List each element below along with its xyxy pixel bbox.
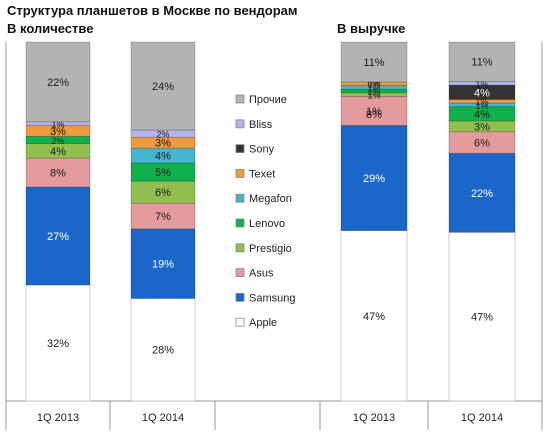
data-label: 22% bbox=[471, 188, 493, 200]
data-label: 1% bbox=[475, 79, 488, 89]
legend-label: Megafon bbox=[249, 193, 292, 205]
data-label: 22% bbox=[47, 77, 69, 89]
bar-segment-samsung bbox=[448, 152, 516, 233]
category-label: 1Q 2014 bbox=[142, 412, 184, 424]
right-chart-subtitle: В выручке bbox=[337, 21, 406, 36]
data-label: 47% bbox=[471, 312, 493, 324]
bar-segment-apple bbox=[448, 231, 516, 402]
data-label: 28% bbox=[152, 345, 174, 357]
bar-segment-прочие bbox=[340, 41, 408, 83]
category-label: 1Q 2013 bbox=[353, 412, 395, 424]
bar-segment-samsung bbox=[25, 186, 91, 286]
bar-segment-apple bbox=[130, 298, 196, 402]
data-label: 2% bbox=[51, 136, 64, 146]
bar-segment-прочие bbox=[25, 41, 91, 123]
data-label: 4% bbox=[474, 87, 490, 99]
bar-segment-prestigio bbox=[25, 143, 91, 159]
legend-swatch-samsung bbox=[235, 292, 245, 302]
data-label: 1% bbox=[366, 106, 382, 118]
data-label: 3% bbox=[474, 121, 490, 133]
bar-segment-prestigio bbox=[340, 92, 408, 97]
legend-swatch-прочие bbox=[235, 94, 245, 104]
data-label: 19% bbox=[152, 259, 174, 271]
legend-swatch-lenovo bbox=[235, 218, 245, 228]
legend-label: Apple bbox=[249, 317, 277, 329]
data-label: 0% bbox=[367, 78, 380, 88]
data-label: 27% bbox=[47, 231, 69, 243]
left-chart-subtitle: В количестве bbox=[7, 21, 94, 36]
data-label: 11% bbox=[363, 57, 384, 69]
legend-swatch-prestigio bbox=[235, 243, 245, 253]
legend-swatch-apple bbox=[235, 317, 245, 327]
data-label: 1% bbox=[367, 87, 380, 97]
data-label: 4% bbox=[50, 146, 66, 158]
data-label: 5% bbox=[155, 167, 171, 179]
data-label: 1% bbox=[51, 120, 64, 130]
legend-label: Samsung bbox=[249, 292, 295, 304]
data-label: 8% bbox=[50, 168, 66, 180]
bar-segment-прочие bbox=[448, 41, 516, 82]
data-label: 6% bbox=[474, 138, 490, 150]
data-label: 32% bbox=[47, 338, 69, 350]
data-label: 1% bbox=[367, 83, 380, 93]
category-label: 1Q 2014 bbox=[461, 412, 503, 424]
data-label: 29% bbox=[363, 173, 385, 185]
legend-swatch-texet bbox=[235, 168, 245, 178]
data-label: 1% bbox=[475, 97, 488, 107]
category-label: 1Q 2013 bbox=[37, 412, 79, 424]
bar-segment-прочие bbox=[130, 41, 196, 131]
data-label: 1% bbox=[367, 91, 380, 101]
legend-label: Прочие bbox=[249, 94, 287, 106]
legend-swatch-bliss bbox=[235, 119, 245, 129]
data-label: 24% bbox=[152, 81, 174, 93]
bar-segment-sony bbox=[448, 84, 516, 100]
legend-label: Bliss bbox=[249, 119, 273, 131]
data-label: 47% bbox=[363, 311, 385, 323]
legend-swatch-megafon bbox=[235, 193, 245, 203]
legend-swatch-asus bbox=[235, 268, 245, 278]
legend-label: Texet bbox=[249, 168, 275, 180]
bar-segment-apple bbox=[25, 284, 91, 402]
bar-segment-samsung bbox=[340, 125, 408, 231]
legend-label: Lenovo bbox=[249, 218, 285, 230]
bar-segment-samsung bbox=[130, 228, 196, 299]
legend-label: Prestigio bbox=[249, 243, 292, 255]
legend-label: Sony bbox=[249, 144, 275, 156]
data-label: 1% bbox=[367, 80, 380, 90]
data-label: 4% bbox=[474, 109, 490, 121]
data-label: 4% bbox=[155, 151, 171, 163]
data-label: 3% bbox=[155, 138, 171, 150]
data-label: 2% bbox=[156, 130, 169, 140]
legend-swatch-sony bbox=[235, 144, 245, 154]
data-label: 1% bbox=[475, 101, 488, 111]
bar-segment-lenovo bbox=[448, 106, 516, 122]
chart-title: Структура планшетов в Москве по вендорам bbox=[7, 3, 298, 18]
data-label: 6% bbox=[155, 187, 171, 199]
data-label: 8% bbox=[366, 109, 382, 121]
bar-segment-apple bbox=[340, 230, 408, 402]
data-label: 7% bbox=[155, 211, 171, 223]
legend-label: Asus bbox=[249, 268, 274, 280]
data-label: 11% bbox=[471, 57, 492, 69]
data-label: 3% bbox=[50, 126, 66, 138]
